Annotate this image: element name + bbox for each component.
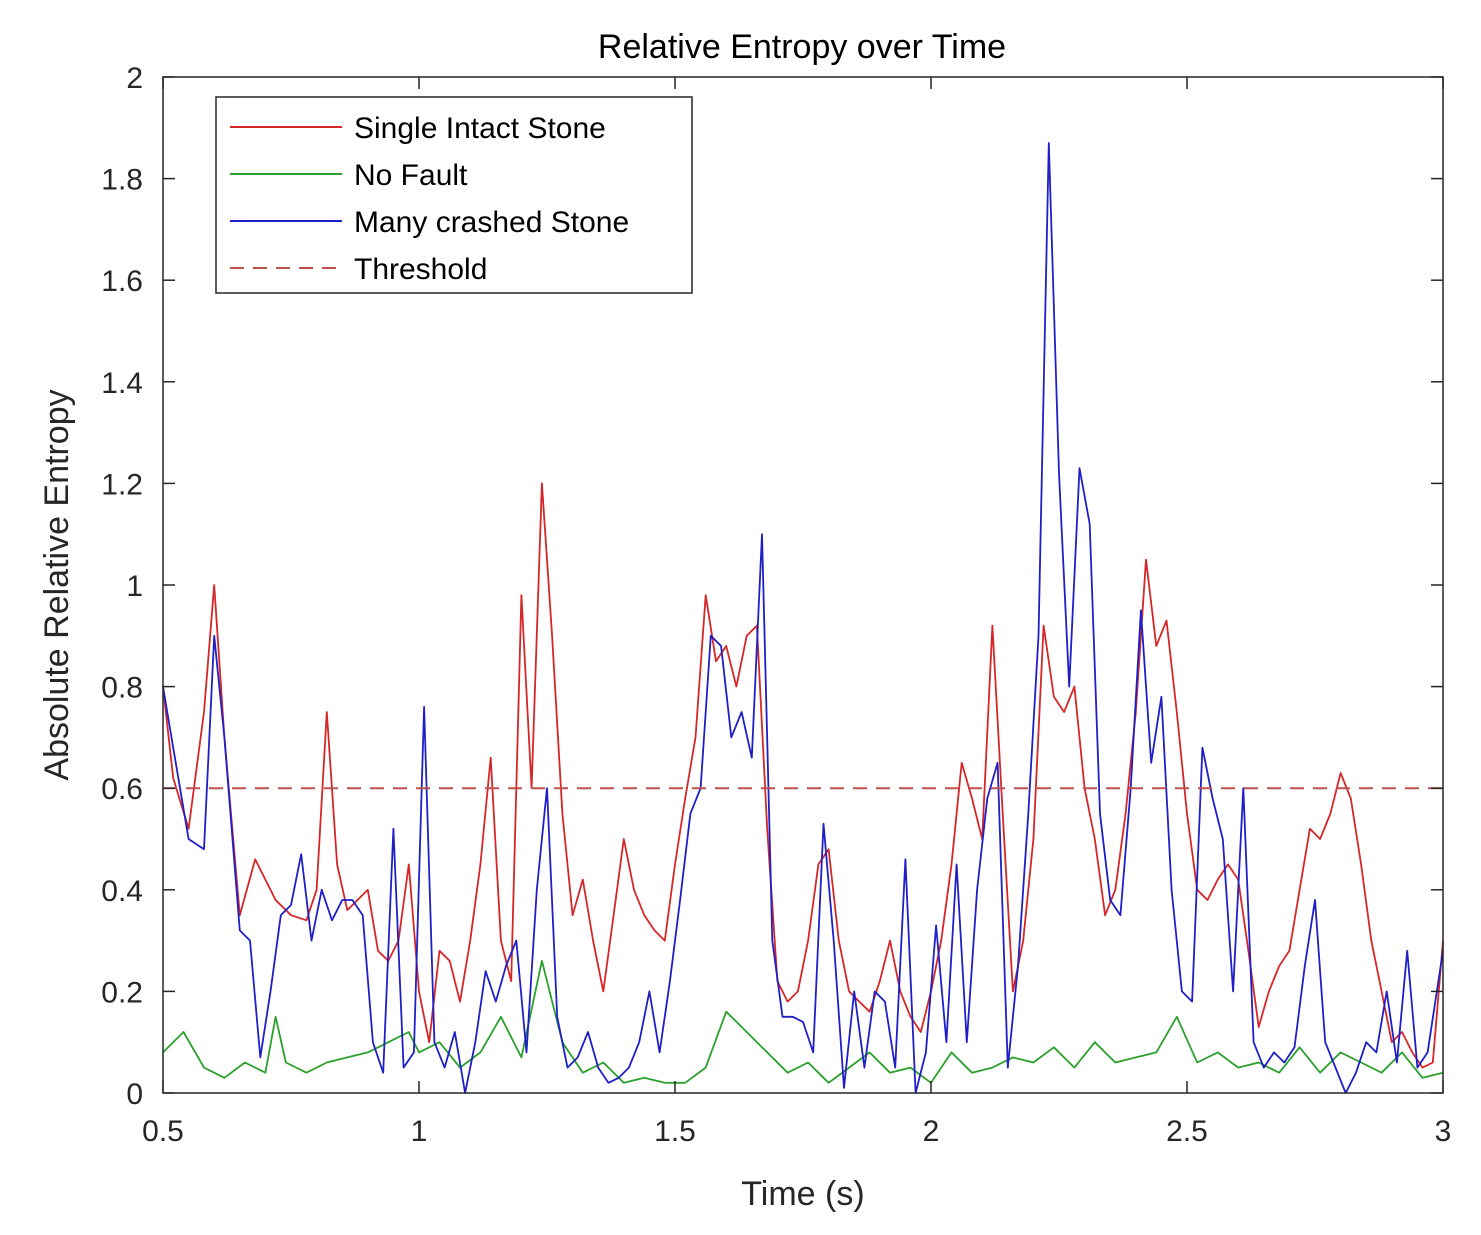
y-tick-label: 2 bbox=[126, 62, 143, 95]
x-axis-title: Time (s) bbox=[741, 1175, 864, 1213]
legend-items: Single Intact Stone No Fault Many crashed … bbox=[230, 112, 629, 286]
y-tick-label: 1 bbox=[126, 570, 143, 603]
y-tick-label: 0 bbox=[126, 1078, 143, 1111]
series-line-no-fault bbox=[162, 960, 1444, 1084]
y-tick-label: 1.2 bbox=[101, 468, 143, 501]
plot-area: 0.5 1 1.5 2 2.5 3 0 0.2 0.4 0.6 0.8 1 1.2 1.4 1.6 1.8 2 bbox=[101, 62, 1451, 1148]
legend-label: Many crashed Stone bbox=[354, 206, 629, 239]
y-tick-label: 0.2 bbox=[101, 976, 143, 1009]
series-line-single-intact-stone bbox=[162, 482, 1444, 1069]
x-axis-ticks: 0.5 1 1.5 2 2.5 3 bbox=[142, 77, 1451, 1148]
y-tick-label: 1.8 bbox=[101, 164, 143, 197]
x-tick-label: 1.5 bbox=[654, 1115, 696, 1148]
y-tick-label: 1.6 bbox=[101, 265, 143, 298]
y-axis-ticks: 0 0.2 0.4 0.6 0.8 1 1.2 1.4 1.6 1.8 2 bbox=[101, 62, 1443, 1111]
legend: Single Intact Stone No Fault Many crashed … bbox=[215, 96, 693, 294]
legend-label: No Fault bbox=[354, 159, 468, 192]
y-tick-label: 0.6 bbox=[101, 773, 143, 806]
legend-label: Single Intact Stone bbox=[354, 112, 606, 145]
y-tick-label: 0.8 bbox=[101, 672, 143, 705]
x-tick-label: 3 bbox=[1435, 1115, 1452, 1148]
x-tick-label: 0.5 bbox=[142, 1115, 184, 1148]
y-tick-label: 1.4 bbox=[101, 367, 143, 400]
x-tick-label: 1 bbox=[411, 1115, 428, 1148]
y-axis-title: Absolute Relative Entropy bbox=[38, 389, 76, 780]
legend-label: Threshold bbox=[354, 253, 487, 286]
chart-title: Relative Entropy over Time bbox=[598, 28, 1006, 66]
legend-box bbox=[215, 96, 693, 294]
series-layer bbox=[162, 142, 1444, 1094]
y-tick-label: 0.4 bbox=[101, 875, 143, 908]
x-tick-label: 2.5 bbox=[1166, 1115, 1208, 1148]
series-line-many-crashed-stone bbox=[162, 142, 1444, 1094]
x-tick-label: 2 bbox=[923, 1115, 940, 1148]
